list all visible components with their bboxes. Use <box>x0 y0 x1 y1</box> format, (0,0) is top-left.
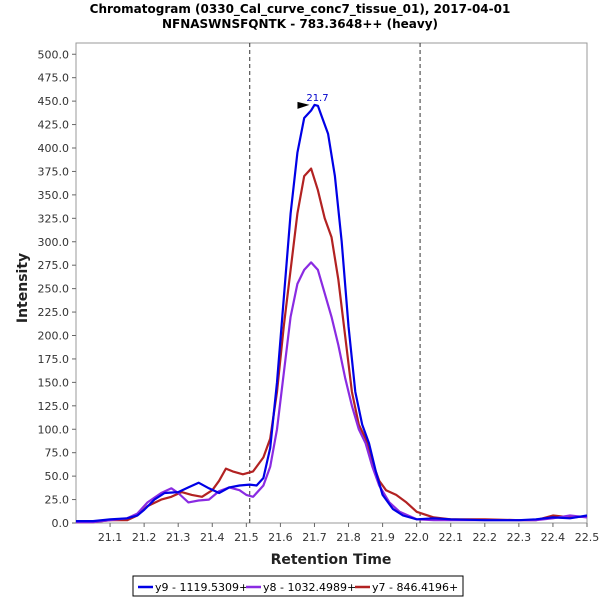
x-tick-label: 21.9 <box>370 531 395 544</box>
legend-label: y8 - 1032.4989+ <box>263 581 356 594</box>
x-tick-label: 22.5 <box>575 531 600 544</box>
y-axis-title: Intensity <box>15 253 31 323</box>
chart-title: Chromatogram (0330_Cal_curve_conc7_tissu… <box>90 2 511 17</box>
x-tick-label: 22.4 <box>541 531 566 544</box>
y-tick-label: 25.0 <box>45 494 70 507</box>
y-tick-label: 175.0 <box>38 353 70 366</box>
x-tick-label: 21.3 <box>166 531 191 544</box>
x-tick-label: 21.8 <box>336 531 361 544</box>
y-tick-label: 275.0 <box>38 259 70 272</box>
y-axis: 0.0 25.0 50.0 75.0 100.0 125.0 150.0 175.0 200.0… <box>38 48 76 530</box>
y-tick-label: 400.0 <box>38 142 70 155</box>
series-group <box>76 103 588 524</box>
y-tick-label: 50.0 <box>45 470 70 483</box>
peak-boundaries <box>249 43 421 523</box>
x-tick-label: 21.7 <box>302 531 327 544</box>
y-tick-label: 75.0 <box>45 447 70 460</box>
y-tick-label: 250.0 <box>38 283 70 296</box>
y-tick-label: 475.0 <box>38 72 70 85</box>
y-tick-label: 125.0 <box>38 400 70 413</box>
y-tick-label: 0.0 <box>52 517 70 530</box>
x-tick-label: 22.0 <box>404 531 429 544</box>
y-tick-label: 225.0 <box>38 306 70 319</box>
x-tick-label: 22.1 <box>438 531 463 544</box>
y-tick-label: 425.0 <box>38 119 70 132</box>
peak-annotation: 21.7 <box>297 93 329 109</box>
x-axis-title: Retention Time <box>271 552 392 568</box>
plot-area[interactable] <box>75 42 588 524</box>
x-tick-label: 21.2 <box>132 531 157 544</box>
y-tick-label: 500.0 <box>38 48 70 61</box>
series-line-y9[interactable] <box>76 103 588 523</box>
y-tick-label: 350.0 <box>38 189 70 202</box>
x-tick-label: 22.2 <box>473 531 498 544</box>
y-tick-label: 450.0 <box>38 95 70 108</box>
x-axis: 21.1 21.2 21.3 21.4 21.5 21.6 21.7 21.8 21.9 22.0… <box>98 523 599 544</box>
y-tick-label: 200.0 <box>38 330 70 343</box>
legend <box>132 575 464 597</box>
y-tick-label: 300.0 <box>38 236 70 249</box>
y-tick-label: 375.0 <box>38 165 70 178</box>
peak-marker-icon <box>297 101 310 109</box>
legend-items: y9 - 1119.5309+ y8 - 1032.4989+ y7 - 846.4… <box>138 581 458 594</box>
peak-label: 21.7 <box>306 93 328 104</box>
y-tick-label: 325.0 <box>38 212 70 225</box>
x-tick-label: 21.6 <box>268 531 293 544</box>
legend-label: y7 - 846.4196+ <box>372 581 458 594</box>
x-tick-label: 22.3 <box>507 531 532 544</box>
chart-subtitle: NFNASWNSFQNTK - 783.3648++ (heavy) <box>162 17 438 31</box>
x-tick-label: 21.5 <box>234 531 259 544</box>
legend-label: y9 - 1119.5309+ <box>155 581 248 594</box>
y-tick-label: 100.0 <box>38 423 70 436</box>
x-tick-label: 21.1 <box>98 531 123 544</box>
y-tick-label: 150.0 <box>38 376 70 389</box>
x-tick-label: 21.4 <box>200 531 225 544</box>
